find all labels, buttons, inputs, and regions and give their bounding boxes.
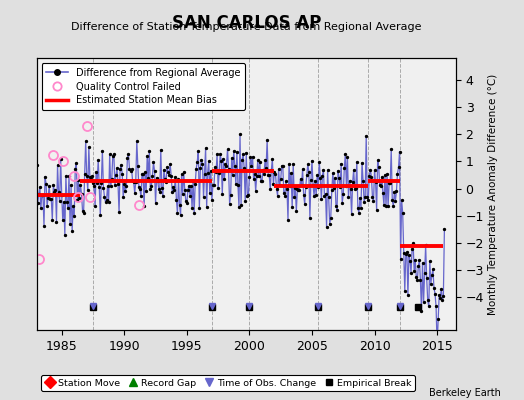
Legend: Difference from Regional Average, Quality Control Failed, Estimated Station Mean: Difference from Regional Average, Qualit…	[41, 63, 245, 110]
Legend: Station Move, Record Gap, Time of Obs. Change, Empirical Break: Station Move, Record Gap, Time of Obs. C…	[41, 375, 416, 391]
Text: SAN CARLOS AP: SAN CARLOS AP	[171, 14, 321, 32]
Text: Berkeley Earth: Berkeley Earth	[429, 388, 500, 398]
Text: Difference of Station Temperature Data from Regional Average: Difference of Station Temperature Data f…	[71, 22, 421, 32]
Y-axis label: Monthly Temperature Anomaly Difference (°C): Monthly Temperature Anomaly Difference (…	[488, 73, 498, 315]
